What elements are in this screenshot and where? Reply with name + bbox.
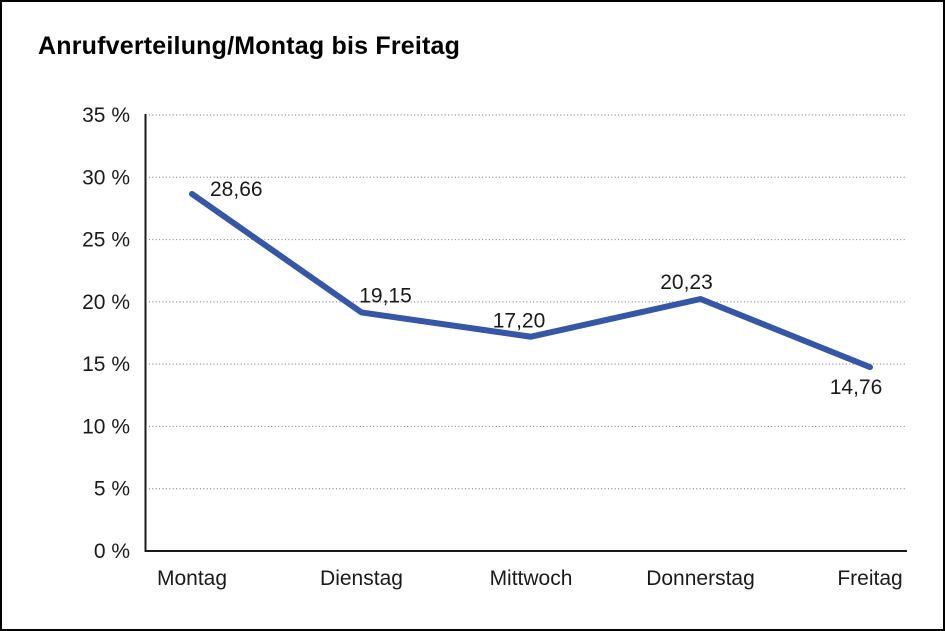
x-category-label: Freitag (837, 567, 902, 590)
y-tick-label: 0 % (94, 540, 130, 563)
data-label: 19,15 (359, 284, 412, 307)
y-tick-label: 30 % (82, 166, 130, 189)
data-label: 28,66 (210, 178, 263, 201)
y-tick-label: 5 % (94, 478, 130, 501)
x-category-label: Dienstag (320, 567, 403, 590)
data-label: 14,76 (830, 376, 883, 399)
series-line (189, 190, 873, 371)
y-tick-label: 15 % (82, 353, 130, 376)
y-tick-label: 20 % (82, 291, 130, 314)
chart-title: Anrufverteilung/Montag bis Freitag (38, 32, 461, 60)
y-tick-label: 25 % (82, 229, 130, 252)
x-category-label: Montag (157, 567, 227, 590)
y-tick-label: 10 % (82, 415, 130, 438)
y-tick-label: 35 % (82, 104, 130, 127)
data-label: 20,23 (660, 271, 713, 294)
x-category-label: Mittwoch (490, 567, 573, 590)
x-category-label: Donnerstag (646, 567, 755, 590)
data-label: 17,20 (493, 310, 546, 333)
